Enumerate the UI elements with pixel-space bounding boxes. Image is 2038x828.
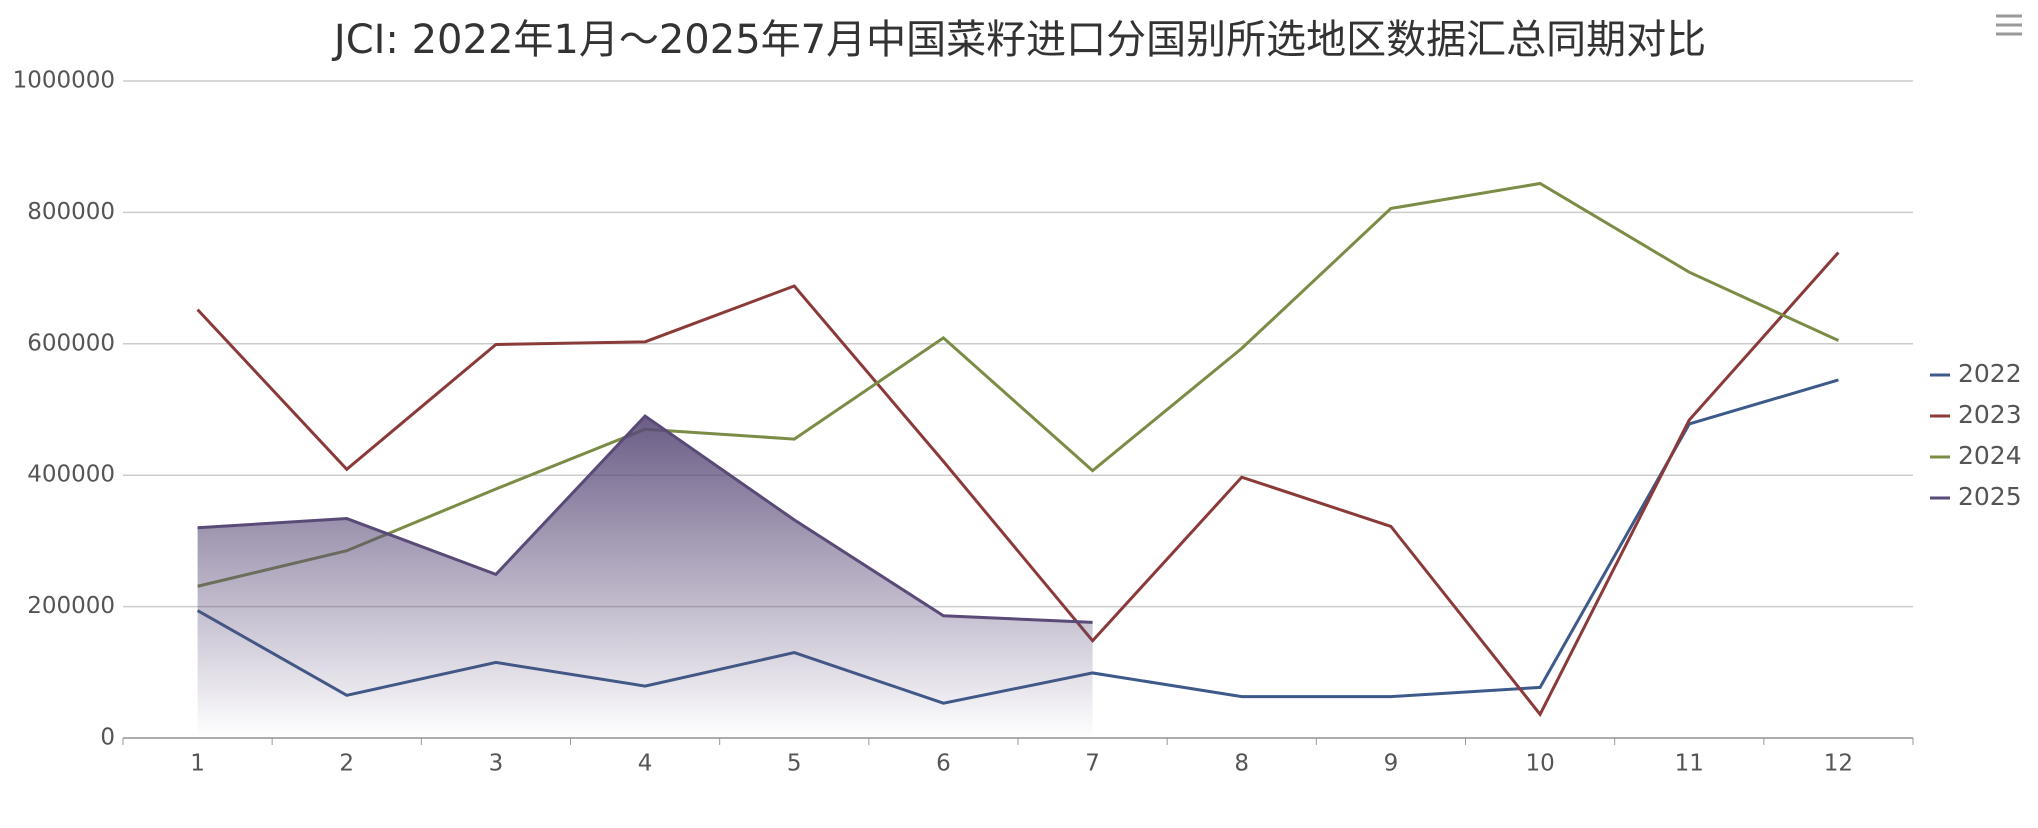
legend-label: 2025 [1958, 482, 2022, 511]
legend-label: 2023 [1958, 400, 2022, 429]
legend-label: 2022 [1958, 359, 2022, 388]
y-tick-label: 400000 [27, 462, 115, 488]
x-tick-label: 4 [638, 751, 653, 777]
x-tick-label: 5 [787, 751, 802, 777]
menu-icon[interactable] [1996, 14, 2022, 36]
x-tick-label: 1 [190, 751, 205, 777]
x-tick-label: 3 [489, 751, 504, 777]
y-tick-label: 800000 [27, 199, 115, 225]
y-tick-label: 1000000 [13, 68, 115, 94]
legend-label: 2024 [1958, 441, 2022, 470]
x-tick-label: 12 [1824, 751, 1853, 777]
x-tick-label: 7 [1085, 751, 1100, 777]
x-tick-label: 10 [1525, 751, 1554, 777]
y-tick-label: 600000 [27, 330, 115, 356]
x-tick-label: 6 [936, 751, 951, 777]
y-tick-label: 200000 [27, 593, 115, 619]
x-tick-label: 2 [339, 751, 354, 777]
y-tick-label: 0 [100, 725, 115, 751]
x-tick-label: 8 [1234, 751, 1249, 777]
line [197, 181, 1840, 588]
x-tick-label: 11 [1675, 751, 1704, 777]
x-tick-label: 9 [1384, 751, 1399, 777]
line [196, 251, 1840, 718]
line [197, 414, 1093, 624]
area [197, 416, 1093, 738]
chart-title: JCI: 2022年1月～2025年7月中国菜籽进口分国别所选地区数据汇总同期对… [331, 17, 1706, 63]
